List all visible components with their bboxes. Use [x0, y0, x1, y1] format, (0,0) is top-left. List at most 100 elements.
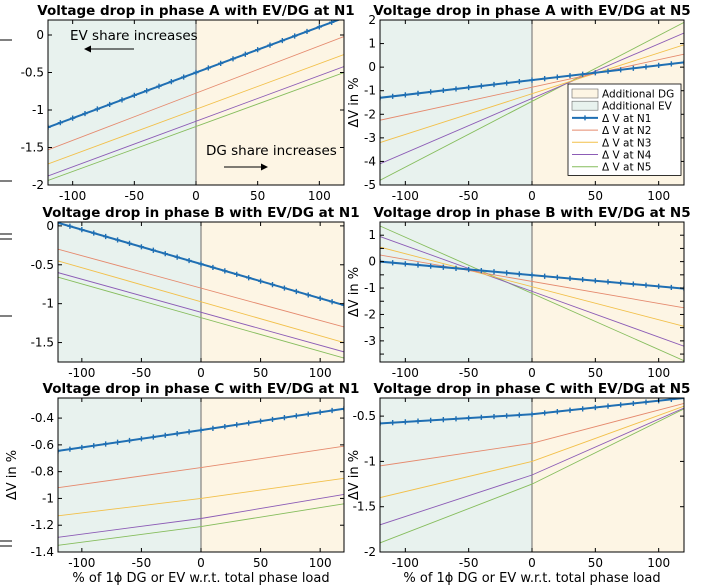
- data-point-n1: [156, 83, 162, 89]
- x-tick-label: 100: [647, 189, 670, 203]
- data-point-n1: [329, 299, 335, 305]
- x-tick-label: -50: [132, 366, 152, 380]
- arrow-right-head: [261, 163, 268, 171]
- y-tick-label: -2: [364, 107, 376, 121]
- data-point-n1: [230, 56, 236, 62]
- data-point-n1: [162, 251, 168, 257]
- ev-region: [380, 20, 532, 185]
- data-point-n1: [257, 278, 264, 284]
- data-point-n1: [491, 269, 497, 275]
- y-tick-label: -0.8: [31, 465, 54, 479]
- data-point-n1: [529, 272, 535, 278]
- data-point-n1: [453, 265, 459, 271]
- x-tick-label: 100: [647, 366, 670, 380]
- data-point-n1: [580, 276, 586, 283]
- y-tick-label: 2: [368, 13, 376, 27]
- chart-panel-6: -100 -50 0 50 100 -0.5 -1 -1.5 -2 Voltage drop in…: [347, 381, 690, 586]
- chart-title: Voltage drop in phase A with EV/DG at N5: [373, 3, 690, 19]
- y-tick-label: -1: [364, 84, 376, 98]
- y-tick-label: -1.5: [21, 141, 44, 155]
- chart-title: Voltage drop in phase B with EV/DG at N1: [42, 205, 359, 221]
- data-point-n1: [428, 417, 434, 423]
- y-axis-label: ΔV in %: [347, 450, 362, 500]
- series-layer: [48, 20, 344, 181]
- data-point-n1: [186, 257, 192, 264]
- series-line-n3: [58, 477, 344, 517]
- data-point-n1: [186, 429, 192, 435]
- series-line-n3: [380, 405, 684, 499]
- data-point-n1: [48, 124, 51, 130]
- x-tick-label: 0: [528, 556, 536, 570]
- legend-entry: Δ V at N4: [602, 150, 652, 162]
- chart-title: Voltage drop in phase B with EV/DG at N5: [373, 205, 690, 221]
- data-point-n1: [279, 37, 285, 44]
- chart-title: Voltage drop in phase C with EV/DG at N5: [374, 381, 691, 397]
- chart-panel-5: -100 -50 0 50 100 -0.4 -0.6 -0.8 -1 -1.2 -1.4 Volta…: [5, 381, 359, 586]
- data-point-n1: [79, 227, 85, 233]
- chart-panel-1: -100 -50 0 50 100 0 -0.5 -1 -1.5 -2 Voltage drop i…: [21, 3, 355, 203]
- data-point-n1: [605, 403, 611, 409]
- chart-panel-4: -100 -50 0 50 100 1 0 -1 -2 -3 Voltage drop in pha…: [347, 205, 691, 380]
- annotation-ev-share: EV share increases: [70, 28, 198, 44]
- data-point-n1: [126, 437, 133, 444]
- x-tick-label: -50: [459, 366, 479, 380]
- data-point-n1: [138, 244, 145, 250]
- ev-region: [58, 398, 201, 552]
- data-point-n1: [222, 423, 228, 430]
- x-tick-label: -100: [392, 189, 419, 203]
- data-point-n1: [91, 230, 97, 236]
- data-point-n1: [57, 120, 63, 126]
- series-layer: [58, 222, 344, 359]
- x-tick-label: -100: [59, 189, 86, 203]
- series-layer: [380, 398, 684, 544]
- data-point-n1: [131, 92, 137, 98]
- data-point-n1: [618, 402, 624, 408]
- x-tick-label: 100: [647, 556, 670, 570]
- data-point-n1: [681, 59, 684, 66]
- series-layer: [380, 22, 684, 181]
- data-point-n1: [79, 444, 85, 451]
- data-point-n1: [329, 407, 335, 414]
- series-line-n2: [48, 36, 344, 151]
- series-line-n4: [48, 66, 344, 177]
- data-point-n1: [341, 406, 344, 412]
- dg-region: [532, 222, 684, 362]
- x-tick-label: 50: [250, 189, 265, 203]
- ev-region: [380, 222, 532, 362]
- data-point-n1: [554, 408, 560, 415]
- chart-panel-2: -100 -50 0 50 100 2 1 0 -1 -2 -3 -4 -5 Voltage drop i…: [347, 3, 691, 203]
- data-point-n1: [630, 65, 636, 71]
- data-point-n1: [580, 71, 586, 77]
- y-tick-label: 0: [36, 28, 44, 42]
- data-point-n1: [415, 418, 421, 424]
- x-tick-label: -50: [459, 556, 479, 570]
- data-point-n1: [643, 399, 649, 405]
- series-layer: [58, 406, 344, 546]
- data-point-n1: [293, 288, 299, 295]
- data-point-n1: [415, 262, 421, 268]
- data-point-n1: [70, 115, 76, 121]
- data-point-n1: [126, 240, 133, 246]
- data-point-n1: [242, 51, 248, 57]
- legend-entry: Δ V at N1: [602, 113, 651, 125]
- chart-panel-3: -100 -50 0 50 100 0 -0.5 -1 -1.5 Voltage drop in …: [31, 205, 360, 380]
- data-point-n1: [305, 411, 311, 417]
- data-point-n1: [542, 76, 548, 82]
- data-point-n1: [67, 446, 73, 452]
- data-point-n1: [402, 261, 408, 267]
- series-line-n2: [58, 248, 344, 328]
- data-point-n1: [592, 404, 598, 411]
- data-point-n1: [668, 284, 674, 291]
- y-tick-label: -0.5: [21, 66, 44, 80]
- data-point-n1: [428, 89, 434, 95]
- y-tick-label: -1: [32, 103, 44, 117]
- data-point-n1: [592, 278, 598, 284]
- x-tick-label: 100: [308, 189, 331, 203]
- y-tick-label: -5: [364, 178, 376, 192]
- data-point-n1: [453, 416, 459, 422]
- data-point-n1: [269, 282, 276, 288]
- data-point-n1: [255, 47, 261, 53]
- x-tick-label: 0: [197, 556, 205, 570]
- y-tick-label: -2: [364, 307, 376, 321]
